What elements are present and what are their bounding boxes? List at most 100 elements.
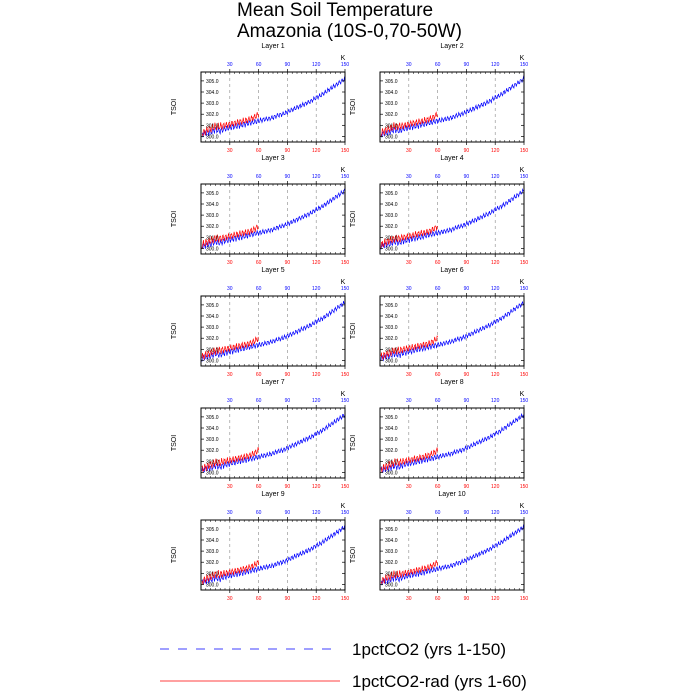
bottom-tick-label: 90 xyxy=(285,372,291,378)
panel-8: Layer 8 K TSOI 30 60 90 120 150 30 60 90 120 150 300.… xyxy=(350,379,528,490)
bottom-tick-label: 90 xyxy=(285,596,291,602)
top-tick-label: 120 xyxy=(312,398,321,404)
top-tick-label: 90 xyxy=(285,174,291,180)
y-tick-label: 304.0 xyxy=(385,538,398,544)
top-tick-label: 30 xyxy=(227,62,233,68)
top-tick-label: 30 xyxy=(406,398,412,404)
top-tick-label: 30 xyxy=(406,510,412,516)
bottom-tick-label: 150 xyxy=(520,148,529,154)
k-label: K xyxy=(520,391,525,398)
y-axis-label: TSOI xyxy=(171,99,178,115)
y-tick-label: 305.0 xyxy=(385,527,398,533)
bottom-tick-label: 30 xyxy=(406,260,412,266)
y-tick-label: 302.0 xyxy=(206,336,219,342)
top-tick-label: 90 xyxy=(464,62,470,68)
bottom-tick-label: 90 xyxy=(464,372,470,378)
top-tick-label: 60 xyxy=(256,62,262,68)
y-tick-label: 302.0 xyxy=(385,560,398,566)
y-tick-label: 304.0 xyxy=(385,90,398,96)
bottom-tick-label: 60 xyxy=(256,484,262,490)
y-tick-label: 303.0 xyxy=(385,549,398,555)
bottom-tick-label: 90 xyxy=(285,148,291,154)
y-tick-label: 302.0 xyxy=(206,448,219,454)
top-tick-label: 90 xyxy=(464,510,470,516)
series-1pctCO2-rad-line xyxy=(201,336,259,360)
y-tick-label: 302.0 xyxy=(206,224,219,230)
top-tick-label: 150 xyxy=(341,510,350,516)
k-label: K xyxy=(520,279,525,286)
panel-title: Layer 2 xyxy=(440,43,463,50)
top-tick-label: 150 xyxy=(520,286,529,292)
y-tick-label: 300.0 xyxy=(385,358,398,364)
y-tick-label: 305.0 xyxy=(385,303,398,309)
y-tick-label: 305.0 xyxy=(206,79,219,85)
bottom-tick-label: 150 xyxy=(341,484,350,490)
y-tick-label: 301.0 xyxy=(385,459,398,465)
panel-title: Layer 1 xyxy=(261,43,284,50)
bottom-tick-label: 60 xyxy=(435,372,441,378)
y-tick-label: 305.0 xyxy=(206,415,219,421)
top-tick-label: 120 xyxy=(491,510,500,516)
panel-title: Layer 8 xyxy=(440,379,463,386)
bottom-tick-label: 30 xyxy=(406,372,412,378)
series-1pctCO2-rad-line xyxy=(380,111,438,137)
chart-title-line2: Amazonia (10S-0,70-50W) xyxy=(237,21,462,42)
bottom-tick-label: 90 xyxy=(464,260,470,266)
series-1pctCO2-line xyxy=(380,412,525,474)
bottom-tick-label: 150 xyxy=(520,484,529,490)
top-tick-label: 60 xyxy=(435,174,441,180)
series-1pctCO2-rad-line xyxy=(201,224,259,249)
series-1pctCO2-rad-line xyxy=(380,225,438,248)
bottom-tick-label: 30 xyxy=(227,372,233,378)
top-tick-label: 150 xyxy=(520,398,529,404)
top-tick-label: 120 xyxy=(491,286,500,292)
bottom-tick-label: 90 xyxy=(285,484,291,490)
bottom-tick-label: 30 xyxy=(227,148,233,154)
bottom-tick-label: 30 xyxy=(227,484,233,490)
bottom-tick-label: 30 xyxy=(406,148,412,154)
bottom-tick-label: 90 xyxy=(285,260,291,266)
series-1pctCO2-rad-line xyxy=(380,447,438,473)
top-tick-label: 30 xyxy=(227,174,233,180)
panel-1: Layer 1 K TSOI 30 60 90 120 150 30 60 90 120 150 300.… xyxy=(171,43,349,154)
panel-3: Layer 3 K TSOI 30 60 90 120 150 30 60 90 120 150 300.… xyxy=(171,155,349,266)
bottom-tick-label: 150 xyxy=(341,260,350,266)
y-tick-label: 305.0 xyxy=(206,303,219,309)
bottom-tick-label: 120 xyxy=(491,372,500,378)
top-tick-label: 30 xyxy=(227,398,233,404)
bottom-tick-label: 90 xyxy=(464,484,470,490)
y-tick-label: 304.0 xyxy=(206,538,219,544)
k-label: K xyxy=(341,279,346,286)
top-tick-label: 120 xyxy=(312,510,321,516)
y-axis-label: TSOI xyxy=(350,99,357,115)
y-tick-label: 303.0 xyxy=(385,437,398,443)
k-label: K xyxy=(520,55,525,62)
y-tick-label: 302.0 xyxy=(206,560,219,566)
series-1pctCO2-line xyxy=(201,413,346,473)
y-tick-label: 303.0 xyxy=(385,213,398,219)
series-1pctCO2-line xyxy=(201,76,346,138)
y-tick-label: 302.0 xyxy=(385,448,398,454)
y-tick-label: 300.0 xyxy=(385,134,398,140)
panel-title: Layer 3 xyxy=(261,155,284,162)
y-axis-label: TSOI xyxy=(171,211,178,227)
y-tick-label: 300.0 xyxy=(206,246,219,252)
top-tick-label: 30 xyxy=(406,286,412,292)
top-tick-label: 60 xyxy=(435,62,441,68)
y-tick-label: 300.0 xyxy=(385,470,398,476)
y-axis-label: TSOI xyxy=(350,323,357,339)
bottom-tick-label: 60 xyxy=(256,372,262,378)
top-tick-label: 150 xyxy=(341,174,350,180)
bottom-tick-label: 60 xyxy=(435,260,441,266)
top-tick-label: 90 xyxy=(285,286,291,292)
y-axis-label: TSOI xyxy=(350,211,357,227)
series-1pctCO2-rad-line xyxy=(380,560,438,584)
k-label: K xyxy=(341,503,346,510)
panel-4: Layer 4 K TSOI 30 60 90 120 150 30 60 90 120 150 300.… xyxy=(350,155,528,266)
y-tick-label: 305.0 xyxy=(206,527,219,533)
y-tick-label: 302.0 xyxy=(385,336,398,342)
panel-5: Layer 5 K TSOI 30 60 90 120 150 30 60 90 120 150 300.… xyxy=(171,267,349,378)
top-tick-label: 90 xyxy=(285,398,291,404)
k-label: K xyxy=(341,167,346,174)
